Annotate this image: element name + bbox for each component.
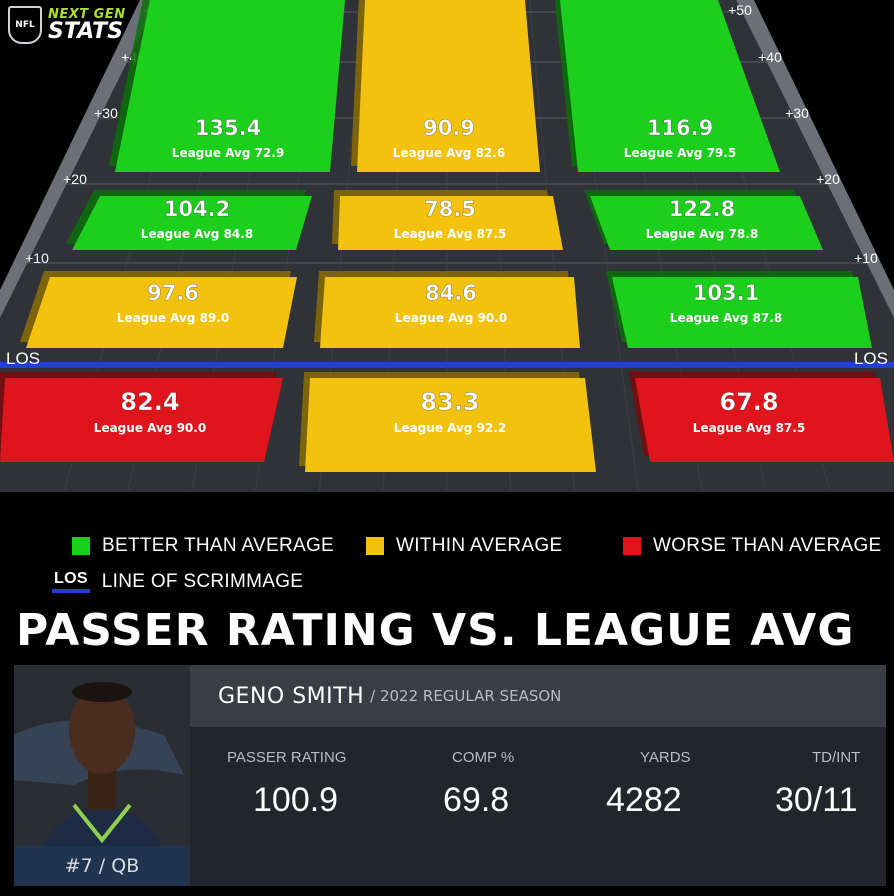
zone-league-avg: League Avg 90.0 <box>94 421 206 435</box>
zone-value: 78.5 <box>424 197 476 221</box>
yard-marker-right: +40 <box>758 49 782 65</box>
yellow-swatch-icon <box>366 537 384 555</box>
stat-label-passer-rating: PASSER RATING <box>227 749 347 766</box>
legend-los: LOS LINE OF SCRIMMAGE <box>52 570 303 593</box>
left-sideline <box>0 0 158 318</box>
stat-label-comp-pct: COMP % <box>452 749 515 766</box>
zone-league-avg: League Avg 84.8 <box>141 227 253 241</box>
yard-marker-right: +50 <box>728 2 752 18</box>
stat-label-td-int: TD/INT <box>812 749 861 766</box>
zone-1-0 <box>72 196 312 250</box>
zone-league-avg: League Avg 90.0 <box>395 311 507 325</box>
player-card: #7 / QB GENO SMITH / 2022 REGULAR SEASON… <box>14 665 886 886</box>
zone-league-avg: League Avg 89.0 <box>117 311 229 325</box>
logo-next-gen: NEXT GEN <box>48 6 126 22</box>
zone-value: 90.9 <box>423 116 475 140</box>
legend-within: WITHIN AVERAGE <box>366 535 562 557</box>
zone-league-avg: League Avg 79.5 <box>624 146 736 160</box>
los-label-right: LOS <box>854 349 888 368</box>
player-photo: #7 / QB <box>14 665 190 886</box>
zone-league-avg: League Avg 82.6 <box>393 146 505 160</box>
next-gen-stats-logo: NFL NEXT GEN STATS <box>8 6 126 44</box>
logo-stats: STATS <box>48 18 123 44</box>
zone-value: 135.4 <box>195 116 261 140</box>
green-swatch-icon <box>72 537 90 555</box>
zone-league-avg: League Avg 78.8 <box>646 227 758 241</box>
legend-los-label: LINE OF SCRIMMAGE <box>101 570 304 592</box>
zone-league-avg: League Avg 87.5 <box>693 421 805 435</box>
zone-0-1 <box>357 0 540 172</box>
los-label-left: LOS <box>6 349 40 368</box>
player-name: GENO SMITH <box>218 683 365 709</box>
legend-worse: WORSE THAN AVERAGE <box>623 535 882 557</box>
yard-marker-right: +30 <box>785 105 809 121</box>
red-swatch-icon <box>623 537 641 555</box>
page-title: PASSER RATING VS. LEAGUE AVG <box>16 605 855 656</box>
zone-1-2 <box>590 196 823 250</box>
zone-value: 84.6 <box>425 281 477 305</box>
zone-value: 103.1 <box>693 281 759 305</box>
zone-3-0 <box>0 378 283 462</box>
zone-1-1 <box>338 196 563 250</box>
right-sideline <box>736 0 894 318</box>
los-key-icon: LOS <box>52 570 90 593</box>
player-name-bar: GENO SMITH / 2022 REGULAR SEASON <box>190 665 886 727</box>
legend-better-label: BETTER THAN AVERAGE <box>102 535 334 556</box>
zone-3-1 <box>305 378 596 472</box>
zone-0-2 <box>560 0 780 172</box>
legend-better: BETTER THAN AVERAGE <box>72 535 334 557</box>
yard-marker-left: +30 <box>94 105 118 121</box>
zone-value: 83.3 <box>420 388 479 416</box>
stat-value-passer-rating: 100.9 <box>253 781 339 819</box>
nfl-shield-icon: NFL <box>8 6 42 44</box>
player-season: / 2022 REGULAR SEASON <box>370 687 562 705</box>
stat-value-yards: 4282 <box>606 781 682 819</box>
yard-marker-left: +20 <box>63 171 87 187</box>
passer-rating-field-heatmap: +50+50+40+40+30+30+20+20+10+10135.4Leagu… <box>0 0 894 493</box>
player-number-position: #7 / QB <box>14 846 190 886</box>
zone-value: 116.9 <box>647 116 713 140</box>
yard-marker-right: +10 <box>854 250 878 266</box>
los-line <box>0 362 894 368</box>
zone-3-2 <box>635 378 894 462</box>
zone-league-avg: League Avg 92.2 <box>394 421 506 435</box>
legend-worse-label: WORSE THAN AVERAGE <box>653 535 882 556</box>
zone-league-avg: League Avg 72.9 <box>172 146 284 160</box>
zone-league-avg: League Avg 87.8 <box>670 311 782 325</box>
zone-0-0 <box>115 0 345 172</box>
stat-label-yards: YARDS <box>640 749 691 766</box>
zone-value: 82.4 <box>120 388 179 416</box>
zone-value: 97.6 <box>147 281 199 305</box>
legend-within-label: WITHIN AVERAGE <box>396 535 563 556</box>
zone-value: 67.8 <box>719 388 778 416</box>
zone-value: 104.2 <box>164 197 230 221</box>
stat-value-td-int: 30/11 <box>775 781 858 819</box>
zone-2-1 <box>320 277 580 348</box>
yard-marker-left: +10 <box>25 250 49 266</box>
zone-value: 122.8 <box>669 197 735 221</box>
zone-2-0 <box>26 277 297 348</box>
yard-marker-right: +20 <box>816 171 840 187</box>
zone-league-avg: League Avg 87.5 <box>394 227 506 241</box>
stat-value-comp-pct: 69.8 <box>443 781 510 819</box>
zone-2-2 <box>612 277 872 348</box>
